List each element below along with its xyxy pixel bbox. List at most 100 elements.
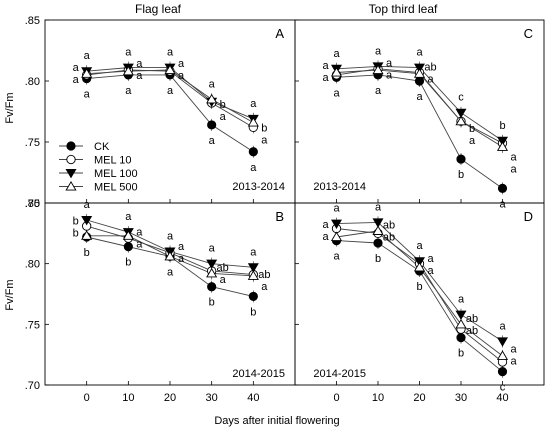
data-point-mel-500: [413, 261, 426, 272]
significance-letter: a: [73, 62, 80, 74]
year-label: 2014-2015: [313, 368, 366, 380]
significance-letter: a: [209, 135, 216, 147]
legend-marker-mel-10: [66, 154, 76, 165]
y-tick-label: .70: [25, 380, 40, 392]
y-tick-label: .75: [25, 319, 40, 331]
y-axis-label-top: Fv/Fm: [4, 92, 16, 123]
significance-letter: a: [136, 226, 143, 238]
data-point-ck: [123, 242, 133, 252]
legend-marker-mel-500: [65, 181, 77, 191]
data-point-mel-100: [414, 63, 425, 73]
data-point-mel-500: [413, 68, 426, 78]
data-point-mel-100: [331, 219, 342, 230]
data-point-ck: [248, 147, 258, 157]
x-axis-label: Days after initial flowering: [214, 415, 339, 427]
significance-letter: a: [167, 47, 174, 59]
significance-letter: a: [136, 238, 143, 250]
significance-letter: a: [178, 253, 185, 265]
data-point-mel-500: [496, 141, 509, 151]
significance-letter: ab: [424, 61, 436, 73]
x-tick-label: 20: [164, 392, 176, 404]
significance-letter: a: [73, 74, 80, 86]
data-point-mel-500: [206, 267, 218, 278]
data-point-mel-100: [247, 263, 259, 273]
data-point-mel-500: [81, 230, 93, 240]
significance-letter: b: [84, 247, 90, 259]
significance-letter: a: [416, 240, 423, 252]
significance-letter: b: [73, 215, 79, 227]
data-point-mel-500: [455, 115, 467, 126]
legend-label-mel-100: MEL 100: [94, 168, 138, 180]
significance-letter: a: [333, 203, 340, 215]
significance-letter: a: [333, 48, 340, 60]
data-point-ck: [414, 76, 425, 86]
significance-letter: a: [322, 219, 329, 231]
significance-letter: a: [386, 58, 393, 70]
data-point-ck: [497, 183, 508, 193]
x-tick-label: 40: [247, 392, 259, 404]
data-point-ck: [207, 282, 217, 292]
significance-letter: b: [458, 169, 464, 181]
significance-letter: b: [73, 227, 79, 239]
significance-letter: ab: [258, 269, 270, 281]
data-point-mel-500: [164, 64, 176, 75]
data-point-mel-500: [122, 65, 134, 76]
year-label: 2013-2014: [313, 181, 366, 193]
data-point-mel-500: [330, 66, 343, 77]
panel-letter: D: [524, 209, 533, 224]
legend-label-mel-10: MEL 10: [94, 155, 132, 167]
significance-letter: b: [125, 257, 131, 269]
col-title-top-third-leaf: Top third leaf: [369, 2, 438, 16]
significance-letter: a: [261, 134, 268, 146]
data-point-mel-500: [247, 116, 259, 127]
data-point-mel-500: [164, 250, 176, 261]
significance-letter: a: [333, 87, 340, 99]
data-point-ck: [248, 291, 258, 302]
data-point-ck: [456, 154, 466, 164]
data-point-ck: [373, 238, 383, 248]
data-point-mel-500: [372, 64, 384, 75]
data-point-mel-500: [372, 225, 384, 235]
data-point-mel-500: [81, 68, 93, 78]
significance-letter: ab: [217, 262, 229, 274]
significance-letter: b: [261, 122, 267, 134]
significance-letter: a: [209, 78, 216, 90]
significance-letter: a: [322, 231, 329, 243]
significance-letter: b: [375, 253, 381, 265]
significance-letter: a: [375, 85, 382, 97]
significance-letter: a: [416, 47, 423, 59]
significance-letter: a: [458, 294, 465, 306]
significance-letter: a: [499, 198, 506, 210]
data-point-mel-100: [372, 218, 384, 228]
significance-letter: a: [375, 201, 382, 213]
year-label: 2013-2014: [232, 181, 285, 193]
significance-letter: b: [416, 281, 422, 293]
data-point-ck: [207, 120, 217, 130]
y-tick-label: .80: [25, 76, 40, 88]
x-tick-label: 30: [206, 392, 218, 404]
panel-letter: C: [524, 26, 533, 41]
significance-letter: a: [125, 211, 132, 223]
significance-letter: a: [416, 91, 423, 103]
significance-letter: a: [178, 241, 185, 253]
significance-letter: a: [510, 164, 517, 176]
significance-letter: a: [220, 111, 227, 123]
significance-letter: a: [125, 47, 132, 59]
data-point-mel-500: [247, 270, 259, 280]
significance-letter: ab: [383, 220, 395, 232]
significance-letter: ab: [466, 325, 478, 337]
x-tick-label: 10: [372, 392, 384, 404]
data-point-ck: [497, 367, 508, 377]
y-tick-label: .70: [25, 198, 40, 210]
significance-letter: a: [167, 266, 174, 278]
significance-letter: a: [136, 58, 143, 70]
x-tick-label: 10: [122, 392, 134, 404]
significance-letter: b: [469, 123, 475, 135]
significance-letter: a: [167, 231, 174, 243]
significance-letter: a: [209, 243, 216, 255]
y-tick-label: .85: [25, 198, 40, 210]
significance-letter: c: [458, 92, 464, 104]
significance-letter: a: [510, 152, 517, 164]
